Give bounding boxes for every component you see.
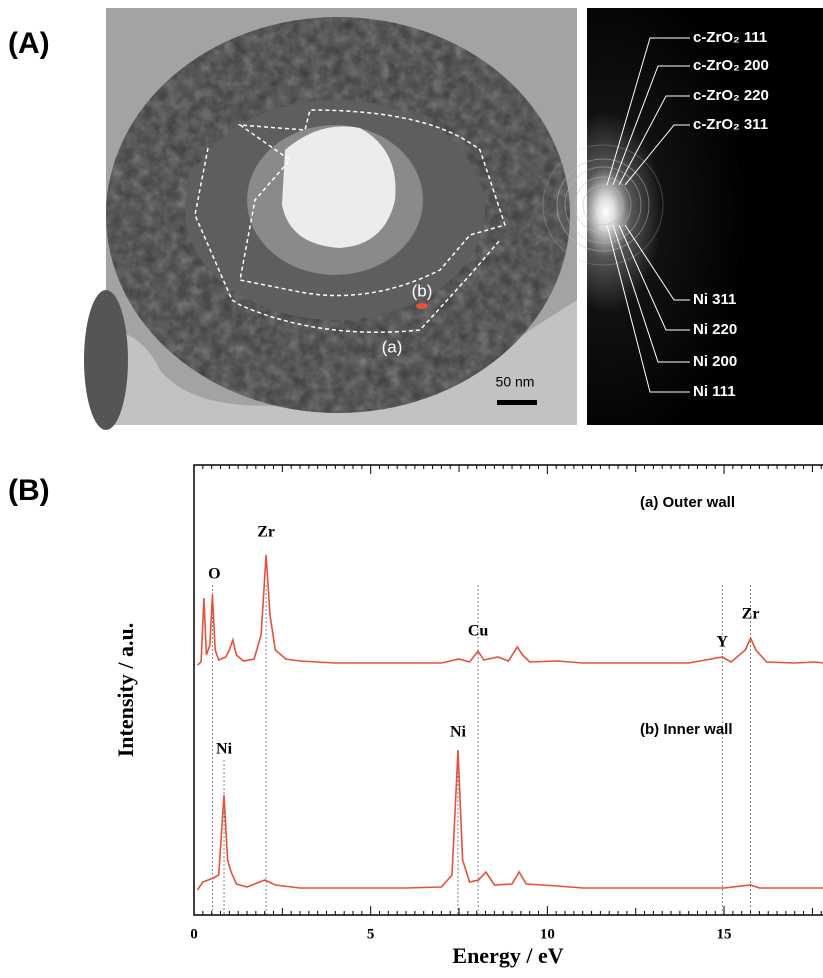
ring-label: Ni 311 — [693, 291, 736, 308]
figure: (A) (b) (a) 50 nm c-ZrO₂ 111c-ZrO₂ 200c-… — [0, 0, 823, 973]
ring-label: c-ZrO₂ 200 — [693, 57, 769, 74]
y-axis-label: Intensity / a.u. — [113, 623, 138, 757]
series-label: (b) Inner wall — [640, 721, 733, 738]
peak-label: Zr — [742, 606, 760, 623]
x-tick-label: 15 — [717, 926, 732, 942]
ring-label: c-ZrO₂ 311 — [693, 116, 768, 133]
diffraction-pattern: c-ZrO₂ 111 c-ZrO₂ 200 c-ZrO₂ 220 c-ZrO₂ 311… — [543, 8, 823, 425]
series-label: (a) Outer wall — [640, 494, 735, 511]
ring-label: Ni 220 — [693, 321, 737, 338]
panel-label: (A) — [8, 27, 50, 60]
peak-label: O — [208, 566, 220, 583]
ring-label: c-ZrO₂ 220 — [693, 87, 769, 104]
ring-label: Ni 200 — [693, 353, 737, 370]
x-axis-label: Energy / eV — [452, 943, 563, 968]
peak-label: Ni — [216, 741, 233, 758]
scale-bar — [497, 400, 537, 405]
peak-label: Ni — [450, 724, 467, 741]
x-tick-label: 10 — [540, 926, 555, 942]
ring-label: Ni 111 — [693, 383, 736, 400]
peak-label: Zr — [257, 524, 275, 541]
peak-label: Cu — [468, 623, 489, 640]
peak-label: Y — [717, 634, 729, 651]
region-label: (b) — [412, 281, 433, 300]
ring-label: c-ZrO₂ 111 — [693, 29, 767, 46]
x-tick-label: 5 — [367, 926, 375, 942]
scale-bar-label: 50 nm — [496, 374, 535, 390]
spectrum-line — [198, 555, 823, 665]
region-label: (a) — [382, 337, 403, 356]
plot-frame — [194, 465, 823, 915]
panel-label: (B) — [8, 474, 50, 507]
spectrum-line — [198, 750, 823, 890]
x-tick-label: 0 — [190, 926, 198, 942]
tem-image: (b) (a) 50 nm — [84, 8, 577, 430]
